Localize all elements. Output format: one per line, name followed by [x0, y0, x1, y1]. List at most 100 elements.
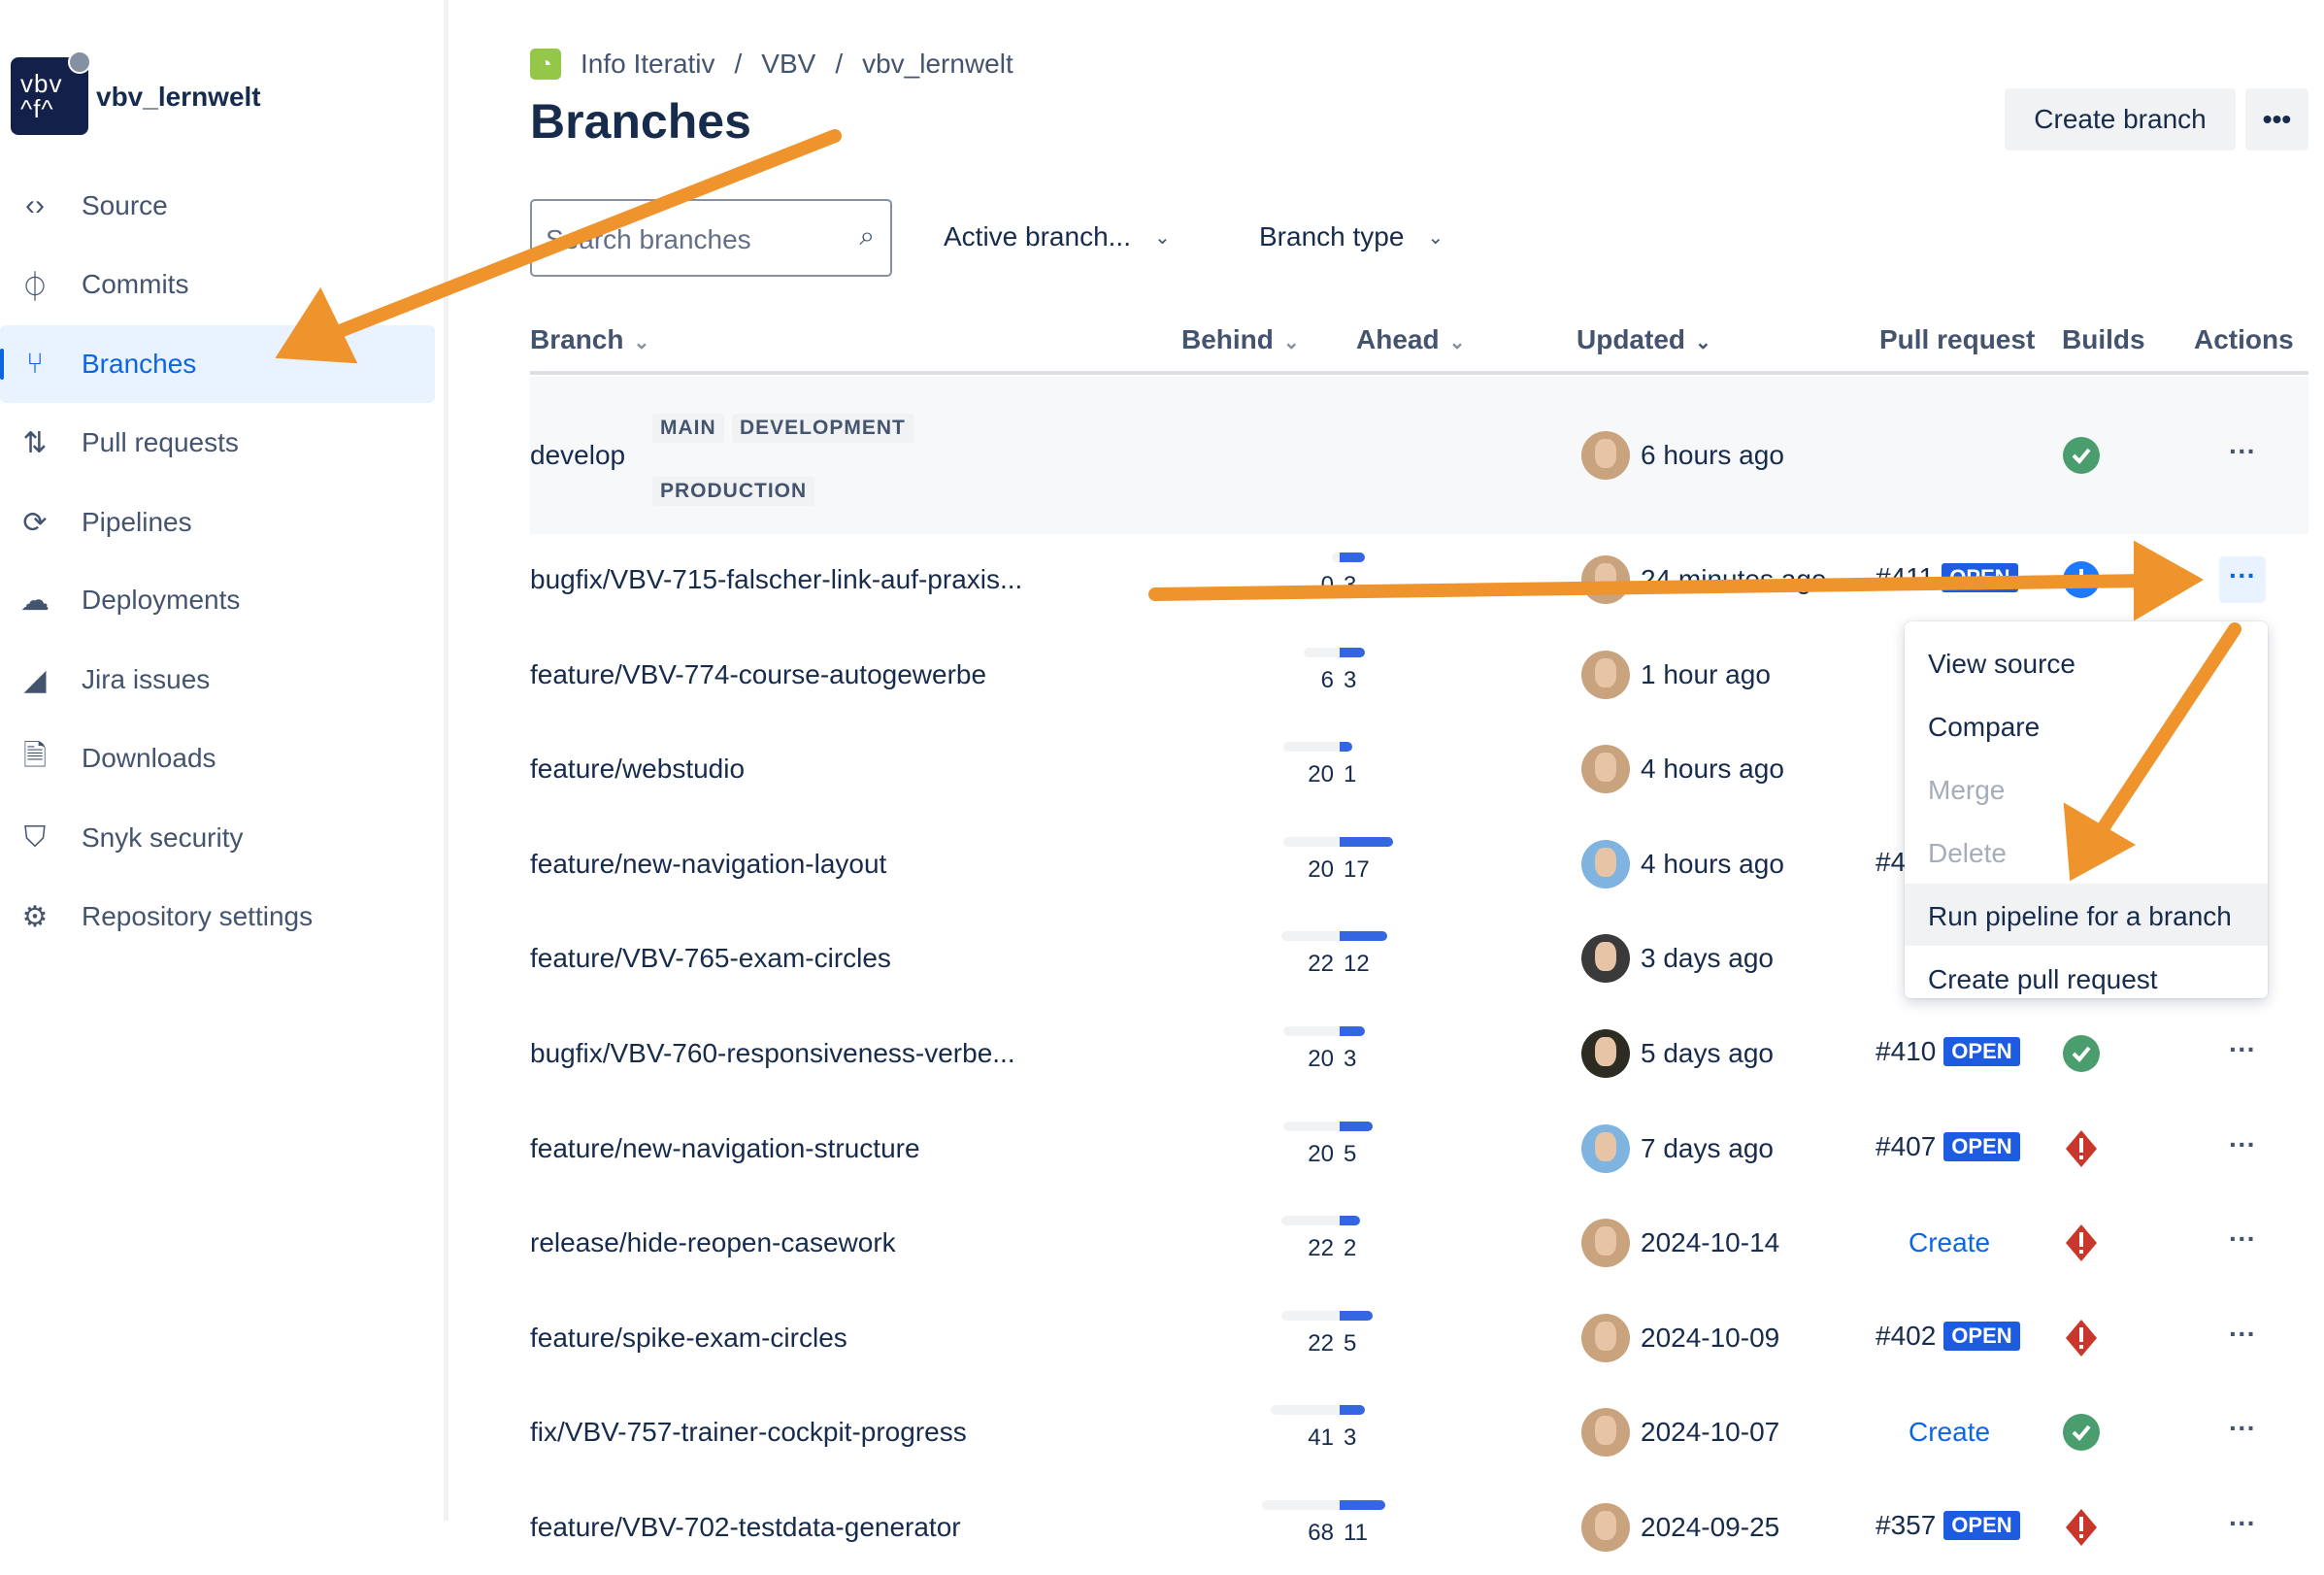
more-actions-button[interactable]: •••: [2245, 88, 2308, 151]
branch-name-link[interactable]: release/hide-reopen-casework: [530, 1227, 896, 1258]
search-input[interactable]: Search branches ⌕: [530, 199, 892, 277]
row-actions-button[interactable]: ···: [2229, 1034, 2256, 1064]
pull-request-link[interactable]: #407 OPEN: [1876, 1131, 2020, 1162]
branch-icon: ⑂: [26, 348, 44, 380]
pull-request-link[interactable]: #357 OPEN: [1876, 1510, 2020, 1541]
sidebar-item-commits[interactable]: ⏀ Commits: [0, 246, 435, 323]
repo-name[interactable]: vbv_lernwelt: [96, 82, 261, 112]
build-failed-icon[interactable]: [2062, 1129, 2101, 1168]
menu-item-create-pull-request[interactable]: Create pull request: [1928, 964, 2158, 994]
pull-request-link[interactable]: #4: [1876, 847, 1906, 878]
menu-item-run-pipeline-for-a-branch[interactable]: Run pipeline for a branch: [1905, 884, 2268, 946]
sidebar-item-snyk-security[interactable]: ⛉ Snyk security: [0, 799, 435, 877]
build-success-icon[interactable]: [2062, 436, 2101, 475]
branch-type-filter[interactable]: Branch type ⌄: [1259, 221, 1444, 252]
chevron-down-icon: ⌄: [1427, 226, 1444, 249]
pr-status-badge: OPEN: [1943, 1037, 2020, 1066]
updated-time: 2024-09-25: [1641, 1512, 1780, 1542]
sidebar-item-repository-settings[interactable]: ⚙ Repository settings: [0, 878, 435, 955]
sidebar-item-pipelines[interactable]: ⟳ Pipelines: [0, 484, 435, 561]
behind-bar: [1283, 1121, 1340, 1131]
author-avatar[interactable]: [1581, 431, 1630, 480]
behind-count: 22: [1308, 951, 1334, 978]
sidebar-item-source[interactable]: ‹› Source: [0, 167, 435, 245]
build-failed-icon[interactable]: [2062, 1319, 2101, 1357]
create-pull-request-link[interactable]: Create: [1909, 1227, 1991, 1258]
sidebar-item-downloads[interactable]: 🗎 Downloads: [0, 720, 435, 797]
pull-request-link[interactable]: #402 OPEN: [1876, 1321, 2020, 1352]
branch-name-link[interactable]: feature/VBV-765-exam-circles: [530, 943, 891, 974]
behind-bar: [1304, 647, 1340, 657]
ahead-bar: [1340, 1405, 1365, 1416]
build-in-progress-icon[interactable]: [2062, 560, 2101, 599]
branch-name-link[interactable]: fix/VBV-757-trainer-cockpit-progress: [530, 1417, 967, 1448]
branch-name-link[interactable]: feature/VBV-774-course-autogewerbe: [530, 658, 987, 689]
row-actions-button[interactable]: ···: [2229, 1318, 2256, 1349]
breadcrumb-repo[interactable]: vbv_lernwelt: [862, 49, 1013, 79]
row-actions-button[interactable]: ···: [2229, 1413, 2256, 1444]
row-actions-button[interactable]: ···: [2229, 1508, 2256, 1538]
gear-icon: ⚙: [21, 900, 49, 933]
create-pull-request-link[interactable]: Create: [1909, 1417, 1991, 1448]
behind-bar: [1281, 1310, 1340, 1321]
branch-actions-menu: View source Compare Merge Delete Run pipelin…: [1905, 621, 2268, 998]
create-branch-button[interactable]: Create branch: [2005, 88, 2236, 151]
build-failed-icon[interactable]: [2062, 1508, 2101, 1547]
branch-name-link[interactable]: bugfix/VBV-760-responsiveness-verbe...: [530, 1038, 1015, 1068]
pr-status-badge: OPEN: [1943, 1131, 2020, 1161]
branch-name-link[interactable]: feature/VBV-702-testdata-generator: [530, 1512, 961, 1542]
author-avatar[interactable]: [1581, 1029, 1630, 1078]
column-ahead[interactable]: Ahead ⌄: [1356, 324, 1465, 355]
sidebar-item-pull-requests[interactable]: ⇅ Pull requests: [0, 404, 435, 482]
sidebar-item-label: Branches: [82, 349, 197, 379]
updated-time: 24 minutes ago: [1641, 564, 1827, 594]
author-avatar[interactable]: [1581, 555, 1630, 604]
menu-item-compare[interactable]: Compare: [1928, 712, 2041, 742]
branch-name-link[interactable]: bugfix/VBV-715-falscher-link-auf-praxis.…: [530, 564, 1023, 594]
build-success-icon[interactable]: [2062, 1034, 2101, 1073]
sidebar-item-deployments[interactable]: ☁ Deployments: [0, 561, 435, 639]
branch-name-link[interactable]: feature/new-navigation-layout: [530, 848, 887, 879]
branch-name-link[interactable]: feature/new-navigation-structure: [530, 1132, 920, 1163]
behind-bar: [1332, 553, 1340, 562]
author-avatar[interactable]: [1581, 1313, 1630, 1362]
row-actions-button[interactable]: ···: [2219, 556, 2266, 603]
author-avatar[interactable]: [1581, 839, 1630, 888]
row-actions-button[interactable]: ···: [2229, 436, 2256, 466]
sidebar-item-jira-issues[interactable]: ◢ Jira issues: [0, 641, 435, 719]
branch-name-link[interactable]: feature/spike-exam-circles: [530, 1322, 847, 1353]
behind-bar: [1271, 1405, 1340, 1416]
sidebar-item-label: Jira issues: [82, 664, 211, 694]
row-actions-button[interactable]: ···: [2229, 1128, 2256, 1159]
updated-time: 2024-10-14: [1641, 1227, 1780, 1258]
author-avatar[interactable]: [1581, 745, 1630, 794]
menu-item-merge: Merge: [1928, 775, 2006, 805]
branch-name-link[interactable]: feature/webstudio: [530, 754, 746, 785]
author-avatar[interactable]: [1581, 1219, 1630, 1268]
breadcrumb-project[interactable]: VBV: [761, 49, 816, 79]
author-avatar[interactable]: [1581, 650, 1630, 699]
updated-time: 5 days ago: [1641, 1038, 1774, 1068]
build-success-icon[interactable]: [2062, 1413, 2101, 1452]
branch-name-link[interactable]: develop: [530, 440, 626, 470]
ahead-count: 3: [1344, 1424, 1357, 1452]
search-placeholder: Search branches: [546, 224, 751, 254]
pull-request-link[interactable]: #411 OPEN: [1876, 562, 2018, 593]
table-row: feature/VBV-702-testdata-generator 68 11 20…: [530, 1481, 2308, 1575]
branch-label-production: PRODUCTION: [652, 477, 815, 506]
menu-item-view-source[interactable]: View source: [1928, 649, 2076, 679]
breadcrumb-workspace[interactable]: Info Iterativ: [581, 49, 715, 79]
pull-request-number: #4: [1876, 846, 1907, 877]
row-actions-button[interactable]: ···: [2229, 1223, 2256, 1255]
column-updated[interactable]: Updated ⌄: [1577, 324, 1711, 355]
author-avatar[interactable]: [1581, 1408, 1630, 1458]
build-failed-icon[interactable]: [2062, 1223, 2101, 1262]
column-branch[interactable]: Branch ⌄: [530, 324, 649, 355]
sidebar-item-branches[interactable]: ⑂ Branches: [0, 325, 435, 403]
author-avatar[interactable]: [1581, 1123, 1630, 1173]
author-avatar[interactable]: [1581, 934, 1630, 984]
active-branch-filter[interactable]: Active branch... ⌄: [944, 221, 1171, 252]
pull-request-link[interactable]: #410 OPEN: [1876, 1036, 2020, 1067]
author-avatar[interactable]: [1581, 1503, 1630, 1552]
column-behind[interactable]: Behind ⌄: [1181, 324, 1300, 355]
